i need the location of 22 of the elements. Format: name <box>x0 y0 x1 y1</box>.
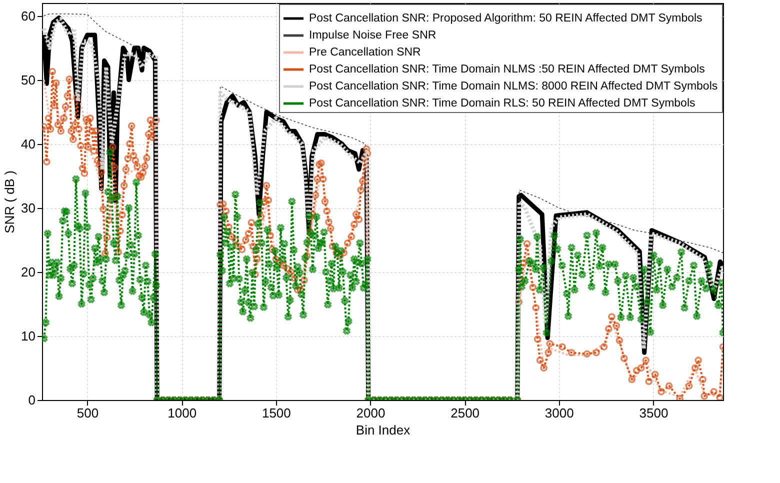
y-tick-label: 10 <box>21 328 36 344</box>
x-tick-label: 3500 <box>639 406 668 420</box>
x-tick-label: 500 <box>76 406 99 420</box>
x-tick-label: 1000 <box>168 406 197 420</box>
y-tick-label: 30 <box>21 200 36 216</box>
legend-label: Post Cancellation SNR: Time Domain RLS: 50 REIN Affected DMT Symbols <box>309 98 696 110</box>
legend-label: Pre Cancellation SNR <box>309 46 421 58</box>
y-tick-label: 0 <box>28 392 36 408</box>
x-tick-label: 1500 <box>262 406 291 420</box>
y-tick-label: 20 <box>21 264 36 280</box>
x-tick-label: 3000 <box>544 406 574 420</box>
x-axis-title: Bin Index <box>356 422 411 438</box>
y-tick-label: 50 <box>21 72 36 88</box>
legend-label: Impulse Noise Free SNR <box>309 30 436 42</box>
legend-label: Post Cancellation SNR: Proposed Algorithm: 50 REIN Affected DMT Symbols <box>309 12 703 24</box>
x-tick-label: 2000 <box>356 406 386 420</box>
y-tick-label: 40 <box>21 136 36 152</box>
x-tick-label: 2500 <box>450 406 480 420</box>
y-tick-label: 60 <box>21 8 36 24</box>
legend-label: Post Cancellation SNR: Time Domain NLMS :50 REIN Affected DMT Symbols <box>309 64 706 76</box>
y-axis-title: SNR ( dB ) <box>2 170 18 234</box>
legend-label: Post Cancellation SNR: Time Domain NLMS: 8000 REIN Affected DMT Symbols <box>309 80 718 92</box>
